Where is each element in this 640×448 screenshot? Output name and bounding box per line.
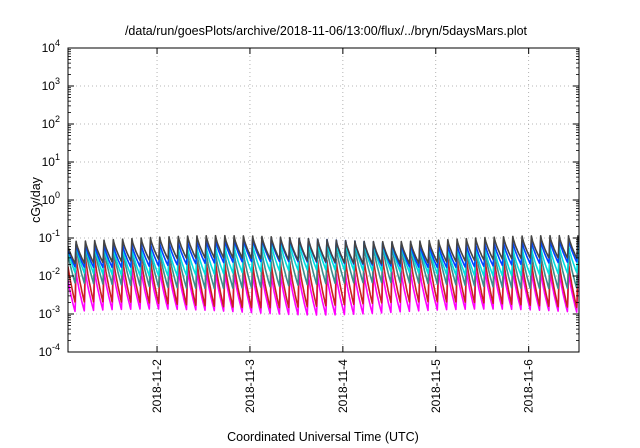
x-tick-label: 2018-11-4 [336, 359, 350, 413]
x-tick-label: 2018-11-3 [243, 359, 257, 413]
y-tick-label: 10-1 [39, 228, 60, 245]
x-tick-label: 2018-11-5 [429, 359, 443, 413]
y-axis-title: cGy/day [29, 176, 43, 223]
y-tick-label: 10-3 [39, 304, 60, 321]
y-tick-label: 100 [42, 190, 60, 207]
grid [68, 48, 579, 352]
y-tick-label: 10-4 [39, 342, 60, 359]
tick-labels: 10-4 10-3 10-2 10-1 100 101 102 103 104 2018-11-2… [39, 38, 536, 413]
x-axis-title: Coordinated Universal Time (UTC) [227, 430, 419, 444]
y-tick-label: 103 [42, 76, 60, 93]
y-tick-label: 102 [42, 114, 60, 131]
y-tick-label: 101 [42, 152, 60, 169]
y-tick-label: 104 [42, 38, 60, 55]
x-tick-label: 2018-11-6 [522, 359, 536, 413]
axis-ticks [68, 47, 579, 353]
series-line [68, 234, 579, 265]
chart-title: /data/run/goesPlots/archive/2018-11-06/1… [125, 24, 528, 38]
x-tick-label: 2018-11-2 [150, 359, 164, 413]
y-tick-label: 10-2 [39, 266, 60, 283]
series-group [68, 234, 579, 316]
